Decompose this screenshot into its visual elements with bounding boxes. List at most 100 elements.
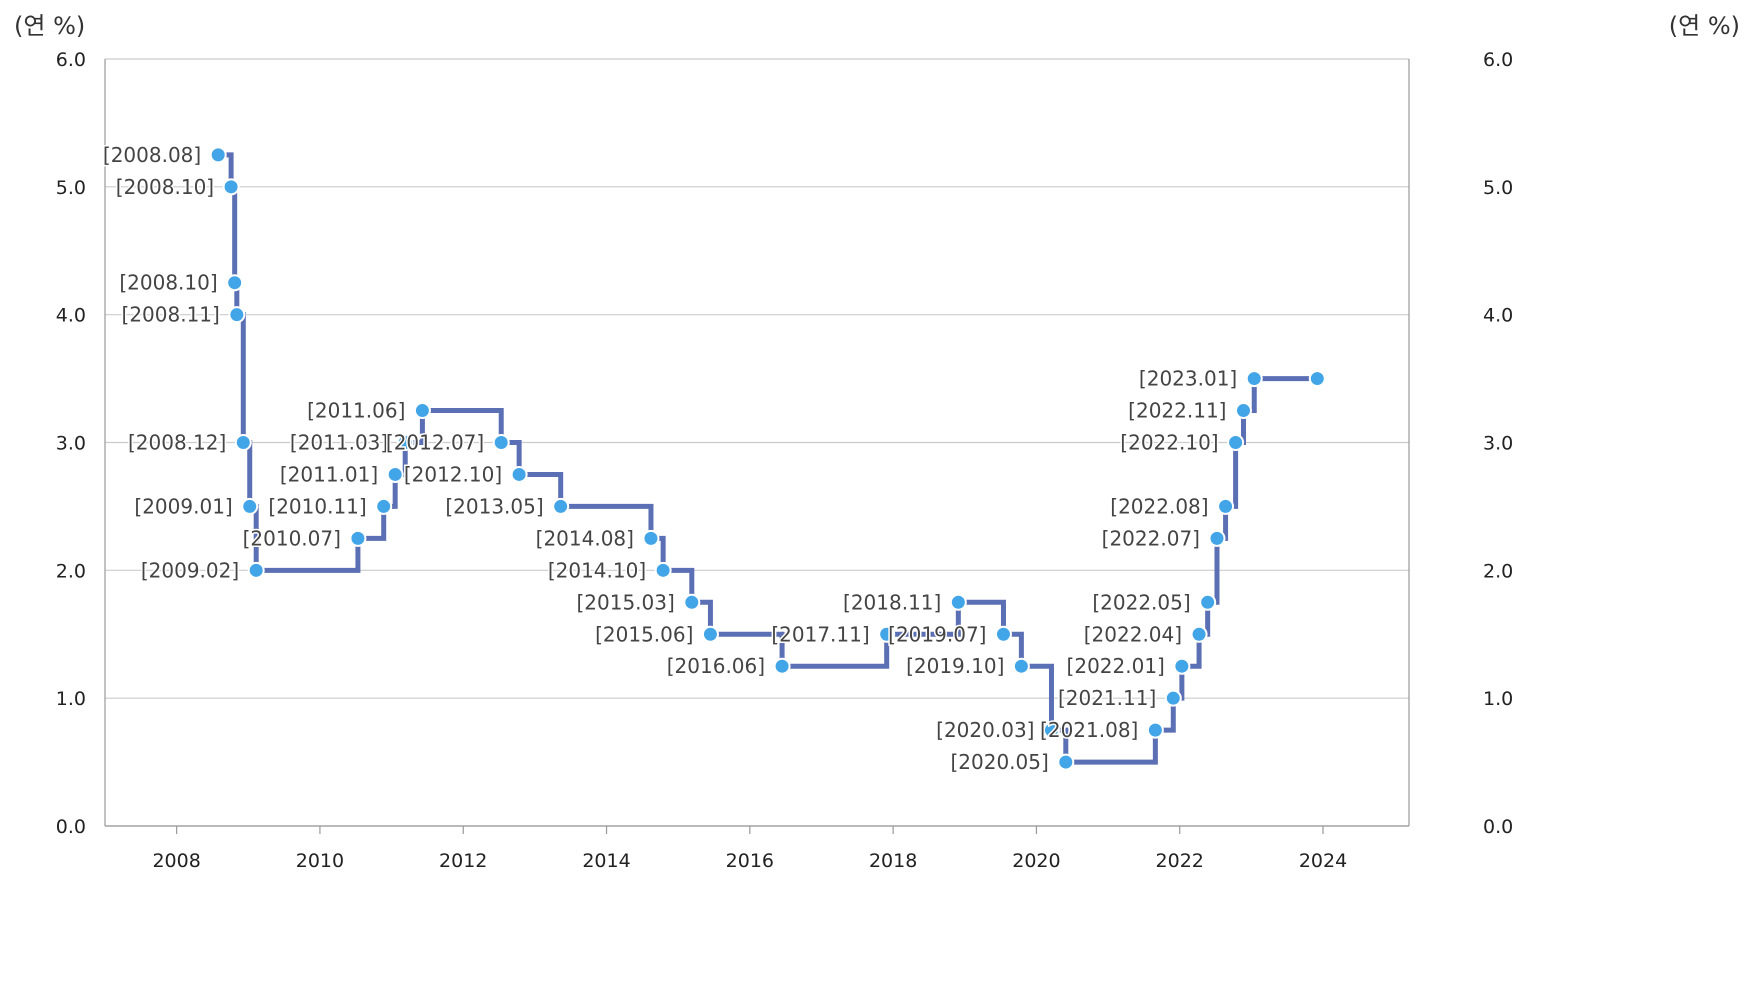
data-point xyxy=(1164,689,1182,707)
data-label: [2011.03] xyxy=(290,431,388,455)
y-tick-right: 2.0 xyxy=(1483,560,1513,582)
data-label: [2008.10] xyxy=(119,271,217,295)
data-point xyxy=(654,561,672,579)
data-label: [2012.10] xyxy=(404,462,502,486)
right-axis-unit: (연 %) xyxy=(1669,12,1740,40)
data-labels: [2008.08] [2008.10] [2008.10] [2008.11] [200… xyxy=(101,141,1238,775)
data-point xyxy=(1227,434,1245,451)
data-label: [2008.08] xyxy=(103,143,201,167)
data-point xyxy=(228,306,246,324)
data-label: [2021.11] xyxy=(1058,686,1156,710)
y-tick-right: 3.0 xyxy=(1483,433,1513,455)
data-label: [2014.10] xyxy=(548,558,646,582)
data-point xyxy=(1012,657,1030,675)
data-point xyxy=(209,146,227,164)
data-label: [2011.01] xyxy=(280,462,378,486)
data-label: [2016.06] xyxy=(667,654,765,678)
data-point xyxy=(1308,370,1326,388)
left-y-tick-labels: 0.0 1.0 2.0 3.0 4.0 5.0 6.0 xyxy=(56,49,86,838)
data-point xyxy=(492,434,510,451)
data-label: [2014.08] xyxy=(536,526,634,550)
data-label: [2010.07] xyxy=(243,526,341,550)
data-points xyxy=(209,146,1326,771)
rate-step-line xyxy=(218,152,1318,765)
data-label: [2022.04] xyxy=(1084,622,1182,646)
data-point xyxy=(1208,529,1226,547)
data-label: [2008.11] xyxy=(122,303,220,327)
x-tick: 2022 xyxy=(1156,850,1204,872)
y-tick-left: 5.0 xyxy=(56,177,86,199)
data-point xyxy=(773,657,791,675)
data-point xyxy=(949,593,967,611)
data-point xyxy=(994,625,1012,643)
data-point xyxy=(1245,370,1263,388)
data-label: [2010.11] xyxy=(268,494,366,518)
data-label: [2019.07] xyxy=(888,622,986,646)
y-tick-left: 2.0 xyxy=(56,560,86,582)
y-tick-right: 5.0 xyxy=(1483,177,1513,199)
data-point xyxy=(683,593,701,611)
x-tick: 2016 xyxy=(726,850,774,872)
data-label: [2017.11] xyxy=(771,622,869,646)
data-label: [2022.11] xyxy=(1128,399,1226,423)
y-tick-left: 3.0 xyxy=(56,433,86,455)
y-tick-left: 4.0 xyxy=(56,305,86,327)
data-point xyxy=(1146,721,1164,739)
data-point xyxy=(1042,721,1060,739)
data-label: [2018.11] xyxy=(843,590,941,614)
right-y-tick-labels: 0.0 1.0 2.0 3.0 4.0 5.0 6.0 xyxy=(1483,49,1513,838)
y-tick-right: 0.0 xyxy=(1483,816,1513,838)
x-tick: 2012 xyxy=(439,850,487,872)
data-point xyxy=(386,465,404,483)
y-tick-left: 0.0 xyxy=(56,816,86,838)
x-tick: 2014 xyxy=(582,850,630,872)
data-label: [2015.06] xyxy=(595,622,693,646)
data-label: [2019.10] xyxy=(906,654,1004,678)
data-point xyxy=(1190,625,1208,643)
data-label: [2022.10] xyxy=(1120,431,1218,455)
data-point xyxy=(642,529,660,547)
data-label: [2021.08] xyxy=(1040,718,1138,742)
data-point xyxy=(701,625,719,643)
data-point xyxy=(241,497,259,515)
x-tick: 2020 xyxy=(1012,850,1060,872)
y-tick-right: 6.0 xyxy=(1483,49,1513,71)
data-point xyxy=(413,402,431,420)
data-point xyxy=(234,434,252,451)
data-label: [2022.05] xyxy=(1092,590,1190,614)
data-point xyxy=(1199,593,1217,611)
data-point xyxy=(878,625,896,643)
x-tick: 2008 xyxy=(152,850,200,872)
data-point xyxy=(1057,753,1075,771)
data-point xyxy=(396,434,414,451)
data-label: [2023.01] xyxy=(1139,367,1237,391)
data-label: [2011.06] xyxy=(307,399,405,423)
data-label: [2013.05] xyxy=(445,494,543,518)
data-point xyxy=(226,274,244,292)
data-point xyxy=(1234,402,1252,420)
x-tick: 2024 xyxy=(1299,850,1347,872)
data-label: [2015.03] xyxy=(576,590,674,614)
data-label: [2022.07] xyxy=(1102,526,1200,550)
data-point xyxy=(375,497,393,515)
data-label: [2008.12] xyxy=(128,431,226,455)
x-tick: 2018 xyxy=(869,850,917,872)
data-label: [2020.05] xyxy=(950,750,1048,774)
data-point xyxy=(222,178,240,196)
y-tick-right: 1.0 xyxy=(1483,688,1513,710)
data-point xyxy=(510,465,528,483)
x-tick-labels: 2008 2010 2012 2014 2016 2018 2020 2022 2024 xyxy=(152,850,1347,872)
data-point xyxy=(1173,657,1191,675)
axes xyxy=(104,59,1410,834)
data-point xyxy=(349,529,367,547)
data-label: [2020.03] xyxy=(936,718,1034,742)
y-tick-left: 1.0 xyxy=(56,688,86,710)
data-label: [2022.08] xyxy=(1110,494,1208,518)
data-label: [2022.01] xyxy=(1067,654,1165,678)
data-point xyxy=(552,497,570,515)
y-tick-left: 6.0 xyxy=(56,49,86,71)
y-tick-right: 4.0 xyxy=(1483,305,1513,327)
data-label: [2009.01] xyxy=(134,494,232,518)
data-label: [2008.10] xyxy=(116,175,214,199)
